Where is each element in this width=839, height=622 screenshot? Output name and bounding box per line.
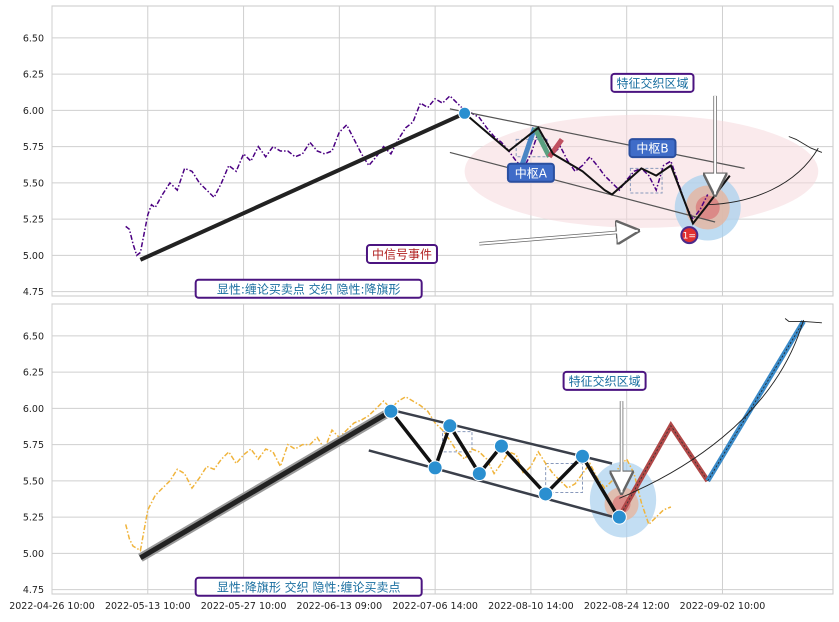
zhongshu-box xyxy=(629,167,663,194)
annotation-label-box xyxy=(610,72,695,93)
annotation-label-box xyxy=(562,370,647,391)
y-tick-label: 5.50 xyxy=(23,476,44,487)
x-tick-label: 2022-09-02 10:00 xyxy=(680,601,766,612)
turning-point-marker xyxy=(458,106,472,120)
y-tick-label: 6.50 xyxy=(23,33,44,44)
y-tick-label: 5.25 xyxy=(23,215,44,226)
annotation-arrow-fill xyxy=(479,229,638,245)
y-tick-label: 6.50 xyxy=(23,331,44,342)
annotation-label: 中枢B xyxy=(636,141,668,156)
annotation-label: 特征交织区域 xyxy=(616,75,688,90)
annotation-label-box xyxy=(628,138,677,159)
projection-red-dash xyxy=(618,425,709,518)
annotation-label-box xyxy=(365,243,438,264)
annotation-label-box xyxy=(194,576,423,597)
price-line xyxy=(124,395,672,552)
panel-bottom: 4.75 5.00 5.25 5.50 5.75 6.00 6.25 6.50 特征交织区域显性… xyxy=(23,303,834,597)
y-tick-label: 6.25 xyxy=(23,368,44,379)
pen-stroke xyxy=(547,137,564,159)
turning-point-marker xyxy=(611,509,627,525)
projection-blue-dash xyxy=(707,321,804,482)
channel-lower-line xyxy=(449,151,716,223)
turning-point-marker xyxy=(442,418,458,434)
turning-point-marker xyxy=(574,448,590,464)
annotation-label-box xyxy=(194,278,423,299)
bi-polyline xyxy=(463,112,731,226)
turning-point-marker xyxy=(493,438,509,454)
pen-stroke xyxy=(532,126,552,158)
y-tick-label: 4.75 xyxy=(23,585,44,596)
y-tick-label: 4.75 xyxy=(23,287,44,298)
turning-point-marker xyxy=(427,460,443,476)
y-tick-label: 5.00 xyxy=(23,251,44,262)
panel-top: 4.75 5.00 5.25 5.50 5.75 6.00 6.25 6.50 1= 中枢A 中枢B… xyxy=(23,5,834,299)
y-tick-label: 5.75 xyxy=(23,142,44,153)
annotation-label: 显性:降旗形 交织 隐性:缠论买卖点 xyxy=(217,579,401,594)
trend-curve xyxy=(619,319,804,499)
annotation-label-box xyxy=(506,162,555,183)
signal-point-marker xyxy=(680,226,699,245)
bi-segment xyxy=(139,111,466,262)
channel-lower-line xyxy=(368,449,620,520)
bi-segment xyxy=(139,409,393,560)
y-tick-label: 5.00 xyxy=(23,549,44,560)
y-tick-label: 5.75 xyxy=(23,440,44,451)
signal-point-label: 1= xyxy=(683,232,696,242)
trend-curve xyxy=(707,147,819,206)
annotation-label: 中信号事件 xyxy=(372,246,432,261)
x-tick-label: 2022-07-06 14:00 xyxy=(392,601,478,612)
x-tick-label: 2022-08-10 14:00 xyxy=(488,601,574,612)
x-tick-label: 2022-04-26 10:00 xyxy=(9,601,95,612)
annotation-label: 中枢A xyxy=(515,165,548,180)
zhongshu-box xyxy=(545,463,583,493)
curve-tick-mark xyxy=(788,136,823,153)
annotation-label: 显性:缠论买卖点 交织 隐性:降旗形 xyxy=(217,281,401,296)
y-tick-label: 6.00 xyxy=(23,404,44,415)
channel-upper-line xyxy=(390,408,613,465)
x-tick-label: 2022-05-13 10:00 xyxy=(105,601,191,612)
annotation-label: 特征交织区域 xyxy=(569,373,641,388)
turning-point-marker xyxy=(471,466,487,482)
turning-point-marker xyxy=(538,486,554,502)
turning-point-marker xyxy=(383,403,399,419)
x-tick-label: 2022-05-27 10:00 xyxy=(201,601,287,612)
y-tick-label: 5.25 xyxy=(23,513,44,524)
y-tick-label: 6.00 xyxy=(23,106,44,117)
price-line xyxy=(125,94,709,257)
channel-upper-line xyxy=(449,108,745,169)
x-tick-label: 2022-08-24 12:00 xyxy=(584,601,670,612)
curve-tick-mark xyxy=(784,318,822,324)
x-tick-label: 2022-06-13 09:00 xyxy=(297,601,383,612)
y-tick-label: 5.50 xyxy=(23,178,44,189)
y-tick-label: 6.25 xyxy=(23,70,44,81)
